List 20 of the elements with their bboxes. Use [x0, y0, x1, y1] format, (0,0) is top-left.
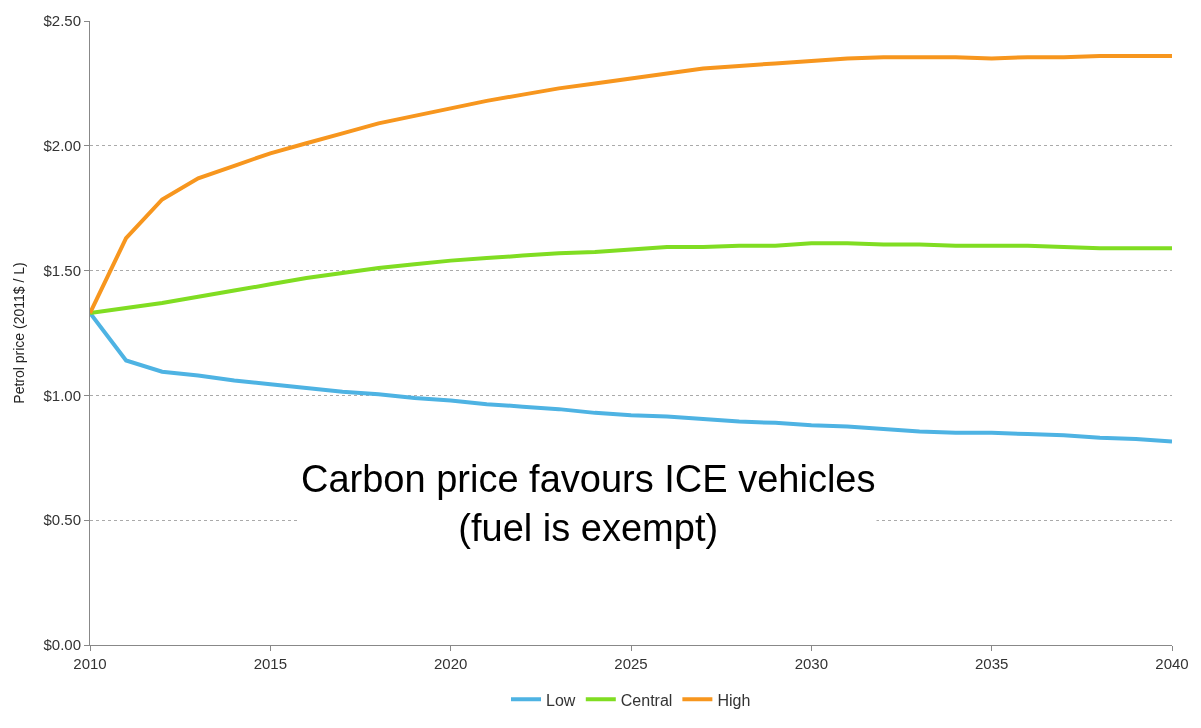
x-tick-label: 2015: [253, 655, 288, 672]
y-axis-title: Petrol price (2011$ / L): [11, 262, 28, 404]
y-tick-label: $0.00: [43, 636, 81, 654]
legend-label: Low: [546, 691, 576, 709]
y-tick-label: $1.50: [43, 261, 81, 279]
legend-label: High: [717, 691, 751, 709]
x-tick-label: 2025: [614, 655, 648, 672]
y-tick-label: $1.00: [43, 386, 81, 404]
x-tick-label: 2040: [1155, 655, 1189, 672]
line-series: [90, 53, 1172, 316]
x-tick-label: 2035: [974, 655, 1009, 672]
y-tick-label: $2.00: [43, 137, 81, 155]
x-tick-label: 2020: [433, 655, 468, 672]
y-tick-label: $2.50: [43, 12, 81, 30]
line-series: [90, 241, 1172, 316]
y-tick-label: $0.50: [43, 511, 81, 529]
annotation: Carbon price favours ICE vehicles (fuel is exempt): [301, 458, 876, 550]
legend-label: Central: [620, 691, 673, 709]
x-tick-label: 2010: [73, 655, 107, 672]
x-tick-label: 2030: [794, 655, 829, 672]
